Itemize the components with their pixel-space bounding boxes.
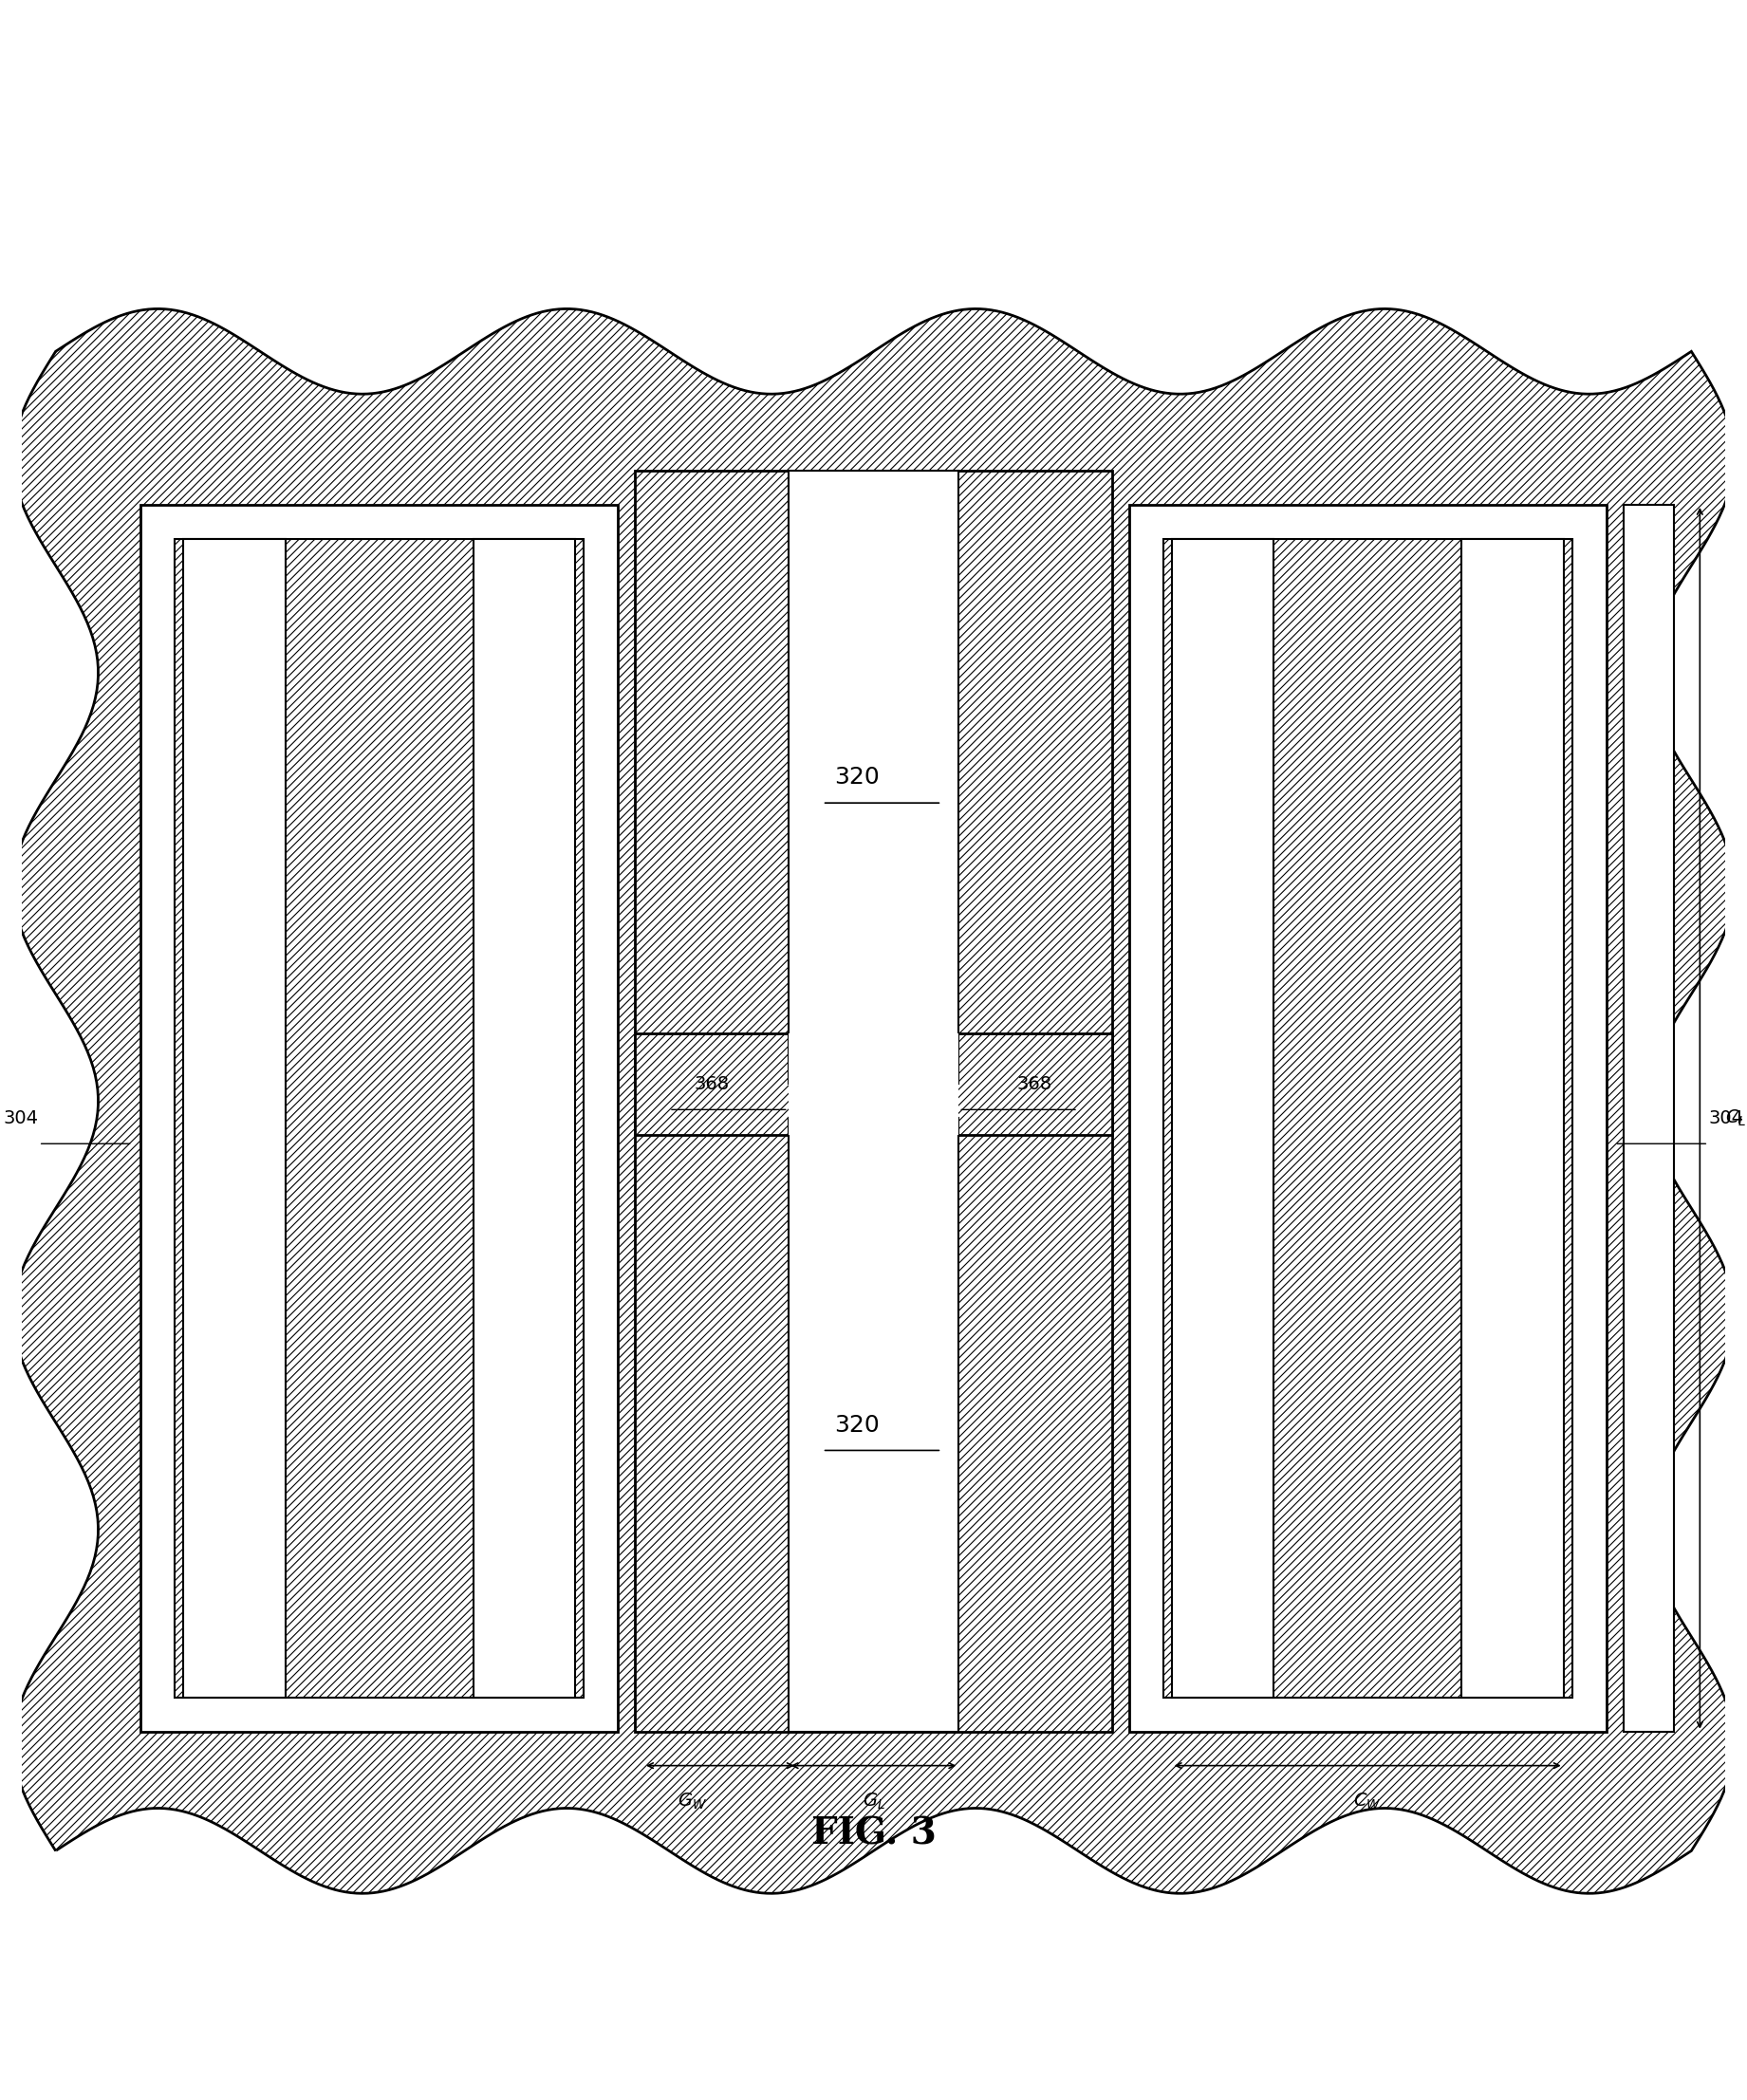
Bar bbox=[1129, 504, 1605, 1732]
Bar bbox=[634, 470, 1113, 1084]
Text: 304: 304 bbox=[1709, 1109, 1744, 1128]
Bar bbox=[634, 1033, 1113, 1136]
Text: $C_W$: $C_W$ bbox=[1354, 1791, 1382, 1812]
Bar bbox=[1164, 540, 1572, 1697]
Text: $G_L$: $G_L$ bbox=[863, 1791, 884, 1812]
Bar bbox=[788, 1033, 959, 1136]
Text: 368: 368 bbox=[695, 1075, 730, 1094]
Text: 320: 320 bbox=[833, 1413, 879, 1436]
Polygon shape bbox=[12, 309, 1735, 1894]
Bar bbox=[1623, 504, 1674, 1732]
Bar bbox=[1172, 540, 1274, 1697]
Bar bbox=[175, 540, 583, 1697]
Bar bbox=[142, 504, 618, 1732]
Text: 304: 304 bbox=[3, 1109, 38, 1128]
Bar bbox=[788, 1117, 959, 1732]
Text: 320: 320 bbox=[833, 766, 879, 790]
Text: $C_L$: $C_L$ bbox=[1726, 1109, 1747, 1128]
Text: $G_W$: $G_W$ bbox=[678, 1791, 708, 1812]
Bar bbox=[183, 540, 287, 1697]
Bar bbox=[1460, 540, 1564, 1697]
Bar bbox=[788, 470, 959, 1084]
Bar bbox=[634, 1117, 1113, 1732]
Text: 368: 368 bbox=[1017, 1075, 1052, 1094]
Text: FIG. 3: FIG. 3 bbox=[811, 1816, 936, 1852]
Bar bbox=[473, 540, 575, 1697]
